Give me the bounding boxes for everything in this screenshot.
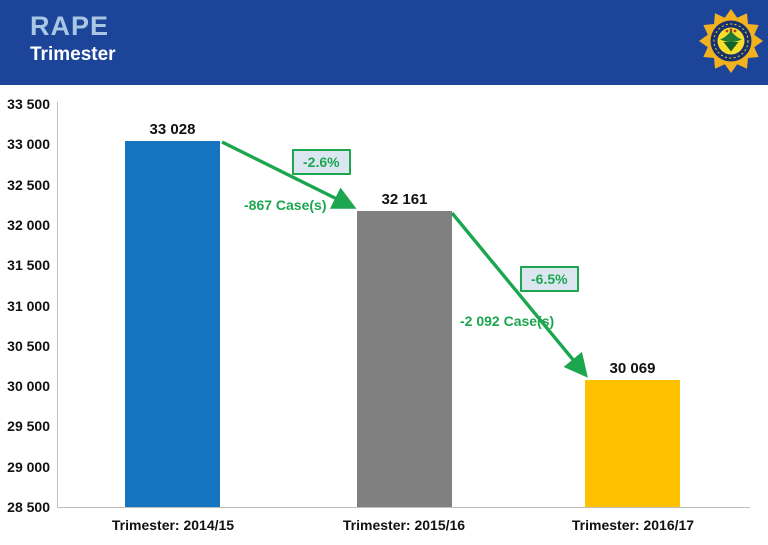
header-titles: RAPE Trimester bbox=[30, 10, 116, 68]
x-category-label: Trimester: 2016/17 bbox=[571, 517, 695, 533]
y-tick-label: 31 000 bbox=[7, 298, 50, 314]
y-tick-label: 33 000 bbox=[7, 136, 50, 152]
y-tick-label: 31 500 bbox=[7, 257, 50, 273]
x-category-label: Trimester: 2015/16 bbox=[342, 517, 466, 533]
bar-2014-15 bbox=[125, 141, 220, 507]
police-badge-icon bbox=[699, 9, 763, 73]
pct-change-badge: -6.5% bbox=[520, 266, 579, 292]
y-axis-line bbox=[57, 102, 58, 507]
decline-arrow-2 bbox=[450, 211, 588, 378]
protea-emblem-icon bbox=[720, 28, 742, 52]
y-tick-label: 28 500 bbox=[7, 499, 50, 515]
bar-chart: 33 500 33 000 32 500 32 000 31 500 31 00… bbox=[0, 85, 768, 545]
y-tick-label: 33 500 bbox=[7, 96, 50, 112]
y-tick-label: 29 500 bbox=[7, 418, 50, 434]
bar-2015-16 bbox=[357, 211, 452, 507]
bar-value-label: 30 069 bbox=[609, 360, 656, 377]
page-subtitle: Trimester bbox=[30, 44, 116, 65]
page-title: RAPE bbox=[30, 11, 110, 41]
bar-value-label: 33 028 bbox=[149, 121, 196, 138]
bar-2016-17 bbox=[585, 380, 680, 507]
y-tick-label: 30 500 bbox=[7, 338, 50, 354]
x-axis-line bbox=[57, 507, 750, 508]
y-tick-label: 32 000 bbox=[7, 217, 50, 233]
y-tick-label: 30 000 bbox=[7, 378, 50, 394]
saps-badge-logo bbox=[698, 8, 764, 74]
y-tick-label: 32 500 bbox=[7, 177, 50, 193]
pct-change-badge: -2.6% bbox=[292, 149, 351, 175]
header-banner: RAPE Trimester bbox=[0, 0, 768, 85]
bar-value-label: 32 161 bbox=[381, 191, 428, 208]
x-category-label: Trimester: 2014/15 bbox=[111, 517, 235, 533]
cases-change-label: -2 092 Case(s) bbox=[460, 313, 555, 329]
cases-change-label: -867 Case(s) bbox=[244, 197, 327, 213]
y-tick-label: 29 000 bbox=[7, 459, 50, 475]
